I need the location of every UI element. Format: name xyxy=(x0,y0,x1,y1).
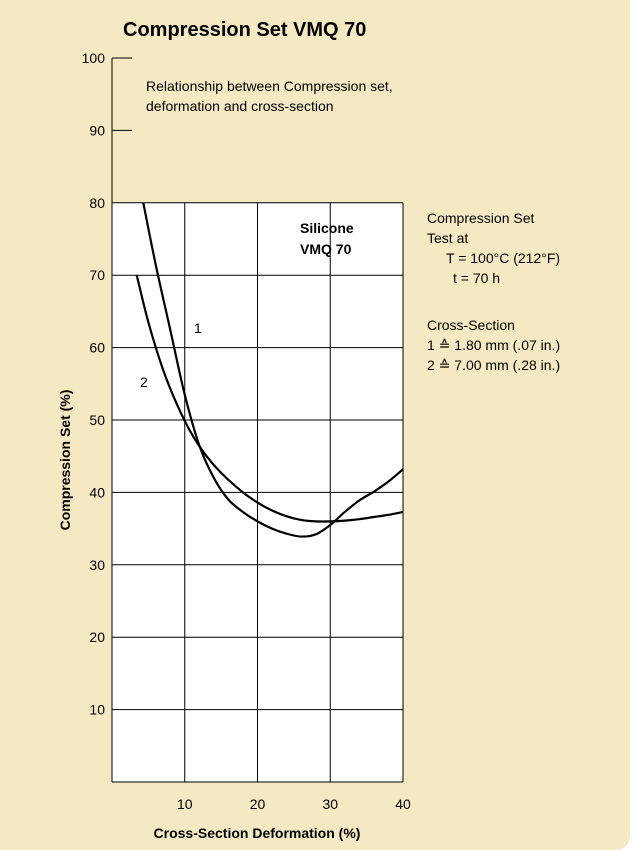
y-tick-label-50: 50 xyxy=(89,412,105,428)
annotation-line-2: deformation and cross-section xyxy=(146,98,334,114)
x-tick-label-10: 10 xyxy=(177,796,193,812)
y-tick-label-20: 20 xyxy=(89,629,105,645)
series-1-label: 1 xyxy=(194,320,202,336)
side-note-test-at: Test at xyxy=(427,230,468,246)
axis-layer xyxy=(111,58,404,783)
y-tick-label-30: 30 xyxy=(89,557,105,573)
side-note-time: t = 70 h xyxy=(453,270,500,286)
inset-label-line-2: VMQ 70 xyxy=(300,241,352,257)
y-tick-label-100: 100 xyxy=(82,50,106,66)
y-tick-label-60: 60 xyxy=(89,340,105,356)
side-note-cross-section-2: 2 ≙ 7.00 mm (.28 in.) xyxy=(427,357,560,373)
side-note-cross-section-1: 1 ≙ 1.80 mm (.07 in.) xyxy=(427,337,560,353)
y-axis-label: Compression Set (%) xyxy=(57,390,73,531)
tick-labels: 10 20 30 40 50 60 70 80 90 100 10 20 30 40 xyxy=(82,50,411,812)
series-layer xyxy=(135,202,404,538)
inset-label-line-1: Silicone xyxy=(300,220,354,236)
x-tick-label-30: 30 xyxy=(322,796,338,812)
x-axis-label: Cross-Section Deformation (%) xyxy=(154,825,361,841)
series-2-line xyxy=(135,274,404,523)
y-tick-label-70: 70 xyxy=(89,267,105,283)
side-note-compression-set: Compression Set xyxy=(427,210,534,226)
grid-layer xyxy=(112,57,403,782)
y-tick-label-90: 90 xyxy=(89,122,105,138)
y-tick-label-80: 80 xyxy=(89,195,105,211)
series-2-label: 2 xyxy=(140,374,148,390)
x-tick-label-40: 40 xyxy=(395,796,411,812)
side-note-cross-section: Cross-Section xyxy=(427,317,515,333)
y-tick-label-10: 10 xyxy=(89,702,105,718)
annotation-line-1: Relationship between Compression set, xyxy=(146,78,393,94)
series-1-line xyxy=(142,202,404,538)
y-tick-label-40: 40 xyxy=(89,484,105,500)
chart-title: Compression Set VMQ 70 xyxy=(123,19,366,41)
x-tick-label-20: 20 xyxy=(250,796,266,812)
side-note-temperature: T = 100°C (212°F) xyxy=(446,250,560,266)
